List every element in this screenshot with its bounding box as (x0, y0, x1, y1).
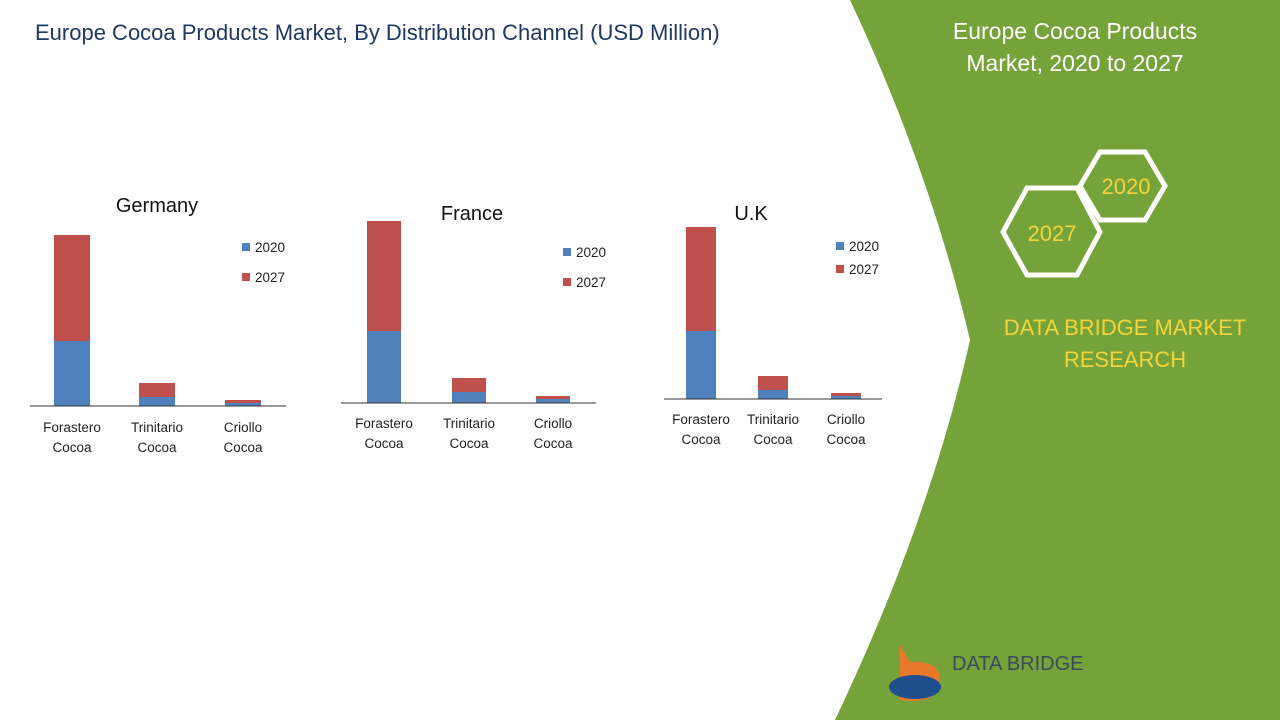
category-label: Criollo Cocoa (223, 420, 263, 455)
hexagon (1077, 149, 1168, 223)
chart-title: France (441, 203, 503, 225)
bar-segment (452, 378, 486, 392)
legend-label: 2020 (849, 239, 879, 254)
hexagon (1000, 185, 1103, 278)
legend-swatch (563, 248, 571, 256)
bar-segment (367, 331, 401, 403)
category-label: Trinitario Cocoa (746, 412, 799, 447)
category-label: Forastero Cocoa (43, 420, 101, 455)
legend-label: 2027 (255, 270, 285, 285)
legend-swatch (836, 265, 844, 273)
legend-label: 2020 (255, 240, 285, 255)
bar-segment (831, 393, 861, 396)
hex-label: 2027 (1028, 221, 1077, 246)
category-label: Criollo Cocoa (826, 412, 866, 447)
bar-segment (758, 376, 788, 390)
bar-segment (54, 235, 90, 341)
side-panel (835, 0, 1280, 720)
bar-segment (536, 396, 570, 399)
legend-swatch (242, 273, 250, 281)
bar-segment (225, 400, 261, 403)
brand: DATA BRIDGE MARKET RESEARCH (1003, 315, 1247, 372)
bar-segment (225, 403, 261, 406)
legend-swatch (563, 278, 571, 286)
bar-segment (367, 221, 401, 331)
bar-segment (686, 331, 716, 399)
category-label: Forastero Cocoa (672, 412, 730, 447)
legend-swatch (836, 242, 844, 250)
bar-segment (452, 392, 486, 403)
legend-label: 2027 (576, 275, 606, 290)
category-label: Trinitario Cocoa (130, 420, 183, 455)
category-label: Criollo Cocoa (533, 416, 573, 451)
legend-swatch (242, 243, 250, 251)
bar-segment (758, 390, 788, 399)
legend-label: 2027 (849, 262, 879, 277)
bar-segment (686, 227, 716, 331)
bar-segment (831, 396, 861, 399)
bar-segment (139, 383, 175, 397)
chart-title: Germany (116, 195, 198, 217)
logo-mark (889, 675, 941, 699)
hex-label: 2020 (1102, 174, 1151, 199)
category-label: Forastero Cocoa (355, 416, 413, 451)
chart-title: U.K (734, 203, 768, 225)
bar-segment (54, 341, 90, 406)
category-label: Trinitario Cocoa (442, 416, 495, 451)
legend-label: 2020 (576, 245, 606, 260)
bar-segment (139, 397, 175, 406)
page-title: Europe Cocoa Products Market, By Distrib… (35, 20, 720, 45)
logo-text: DATA BRIDGE (952, 653, 1084, 675)
side-title: Europe Cocoa Products Market, 2020 to 20… (952, 18, 1198, 76)
bar-segment (536, 399, 570, 403)
